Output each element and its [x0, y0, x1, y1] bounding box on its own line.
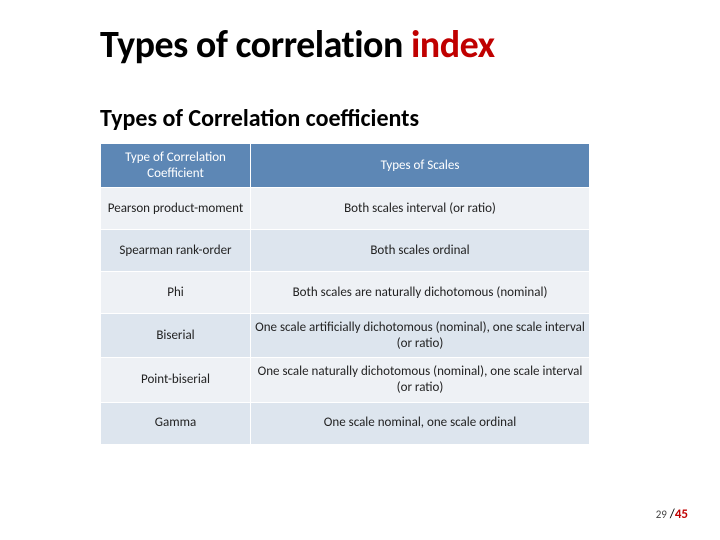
table-header-row: Type of Correlation Coefficient Types of…: [101, 144, 590, 188]
cell-type: Biserial: [101, 314, 251, 358]
cell-scale: One scale nominal, one scale ordinal: [251, 402, 590, 444]
table-row: Biserial One scale artificially dichotom…: [101, 314, 590, 358]
slide-title: Types of correlation index: [100, 22, 680, 68]
table-header-col2: Types of Scales: [251, 144, 590, 188]
title-text-black: Types of correlation: [100, 22, 411, 68]
cell-type: Point-biserial: [101, 358, 251, 402]
cell-scale: One scale artificially dichotomous (nomi…: [251, 314, 590, 358]
table-row: Spearman rank-order Both scales ordinal: [101, 230, 590, 272]
cell-type: Gamma: [101, 402, 251, 444]
page-total: 45: [675, 507, 688, 522]
table-row: Pearson product-moment Both scales inter…: [101, 188, 590, 230]
table-row: Phi Both scales are naturally dichotomou…: [101, 272, 590, 314]
cell-type: Pearson product-moment: [101, 188, 251, 230]
title-text-red: index: [411, 22, 495, 68]
correlation-table: Type of Correlation Coefficient Types of…: [100, 143, 590, 445]
cell-scale: Both scales interval (or ratio): [251, 188, 590, 230]
page-number: 29 /45: [656, 507, 688, 522]
page-current: 29: [656, 508, 667, 521]
subtitle: Types of Correlation coefficients: [100, 104, 680, 133]
table-header-col1: Type of Correlation Coefficient: [101, 144, 251, 188]
table-row: Gamma One scale nominal, one scale ordin…: [101, 402, 590, 444]
cell-scale: Both scales ordinal: [251, 230, 590, 272]
cell-type: Spearman rank-order: [101, 230, 251, 272]
page-sep: /: [667, 507, 675, 522]
cell-scale: Both scales are naturally dichotomous (n…: [251, 272, 590, 314]
table-row: Point-biserial One scale naturally dicho…: [101, 358, 590, 402]
cell-type: Phi: [101, 272, 251, 314]
slide: Types of correlation index Types of Corr…: [0, 0, 720, 540]
cell-scale: One scale naturally dichotomous (nominal…: [251, 358, 590, 402]
